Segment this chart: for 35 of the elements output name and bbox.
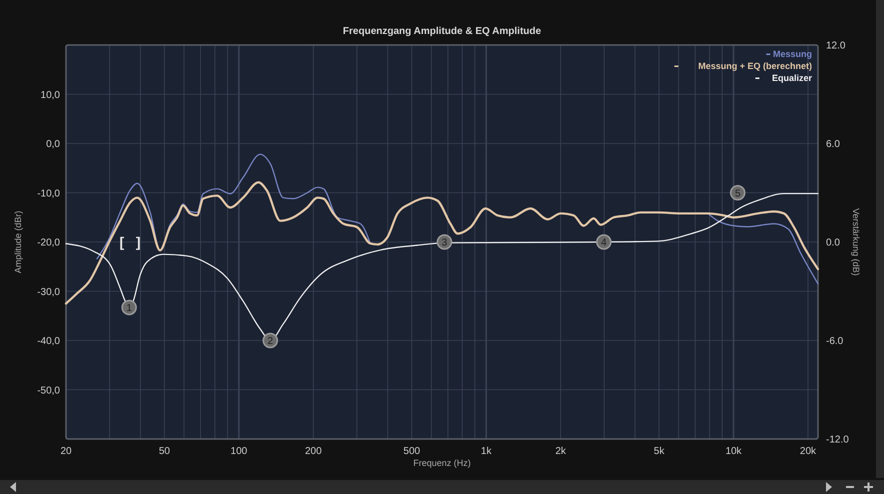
- y-tick-label: -50,0: [37, 385, 60, 396]
- chart-title: Frequenzgang Amplitude & EQ Amplitude: [342, 26, 542, 37]
- legend-label: Messung + EQ (berechnet): [698, 61, 812, 71]
- y2-tick-label: -6.0: [826, 336, 844, 347]
- x-tick-label: 20k: [800, 446, 818, 457]
- x-axis-title: Frequenz (Hz): [413, 458, 471, 468]
- y-tick-label: -10,0: [37, 188, 60, 200]
- y-tick-label: -20,0: [37, 238, 60, 248]
- x-tick-label: 100: [230, 446, 248, 457]
- annotation: 1: [126, 303, 132, 314]
- x-tick-label: 200: [304, 446, 322, 457]
- annotation: [ ]: [120, 234, 140, 250]
- y2-tick-label: 6.0: [826, 139, 840, 150]
- y-tick-label: -30,0: [37, 286, 60, 298]
- x-tick-label: 10k: [725, 446, 743, 457]
- y2-tick-label: 12.0: [826, 40, 846, 52]
- annotation: 5: [734, 188, 741, 200]
- y-tick-label: -40,0: [37, 336, 60, 347]
- y2-tick-label: 0.0: [826, 238, 840, 248]
- y2-axis-title: Verstärkung (dB): [851, 208, 861, 276]
- x-tick-label: 50: [158, 446, 170, 457]
- annotation: 4: [601, 238, 608, 248]
- x-tick-label: 20: [60, 446, 72, 457]
- x-tick-label: 500: [403, 446, 421, 457]
- y-tick-label: 0,0: [46, 139, 60, 150]
- y-tick-label: 10,0: [40, 90, 60, 101]
- x-tick-label: 2k: [555, 446, 567, 457]
- x-tick-label: 5k: [654, 446, 666, 457]
- y2-tick-label: -12.0: [826, 434, 850, 446]
- annotation: 2: [268, 336, 274, 347]
- x-tick-label: 1k: [480, 446, 492, 457]
- legend-label: Messung: [772, 49, 812, 59]
- annotation: 3: [442, 238, 448, 248]
- y-axis-title: Amplitude (dBr): [13, 210, 23, 274]
- legend-label: Equalizer: [772, 73, 812, 83]
